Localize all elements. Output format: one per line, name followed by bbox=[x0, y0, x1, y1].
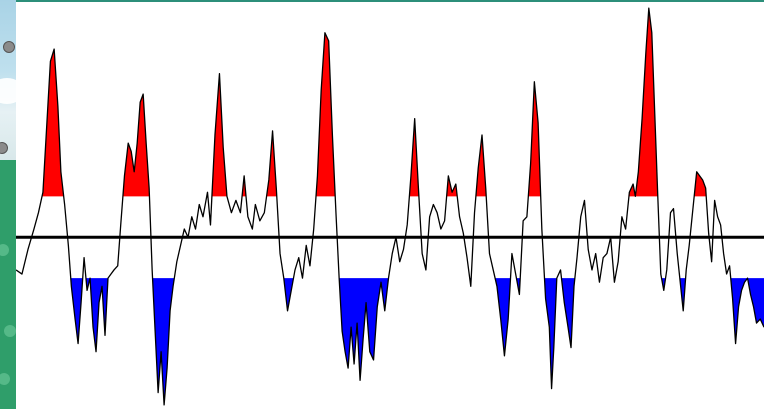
background-cloud bbox=[0, 78, 16, 104]
background-panel bbox=[0, 160, 16, 409]
decor-dot bbox=[0, 142, 8, 154]
threshold-area-chart bbox=[16, 7, 764, 406]
above-threshold-area bbox=[409, 118, 419, 197]
above-threshold-area bbox=[42, 49, 64, 197]
below-threshold-area bbox=[70, 278, 83, 344]
below-threshold-area bbox=[544, 278, 557, 389]
below-threshold-area bbox=[152, 278, 175, 405]
line-layer bbox=[16, 7, 764, 406]
above-threshold-area bbox=[694, 171, 707, 197]
decor-bubble bbox=[0, 244, 9, 256]
above-threshold-area bbox=[316, 32, 336, 197]
below-threshold-area bbox=[747, 278, 764, 328]
above-threshold-area bbox=[475, 134, 487, 197]
above-threshold-area bbox=[528, 81, 541, 197]
top-border bbox=[16, 0, 764, 2]
below-threshold-area bbox=[495, 278, 511, 356]
above-threshold-area bbox=[211, 73, 227, 197]
decor-dot bbox=[3, 41, 15, 53]
decor-bubble bbox=[0, 373, 10, 385]
below-threshold-area bbox=[90, 278, 108, 352]
background-edge bbox=[0, 0, 16, 409]
above-threshold-area bbox=[122, 94, 150, 197]
series-line bbox=[16, 7, 764, 406]
below-threshold-area bbox=[283, 278, 294, 311]
above-threshold-area bbox=[628, 184, 636, 197]
decor-bubble bbox=[4, 325, 16, 337]
